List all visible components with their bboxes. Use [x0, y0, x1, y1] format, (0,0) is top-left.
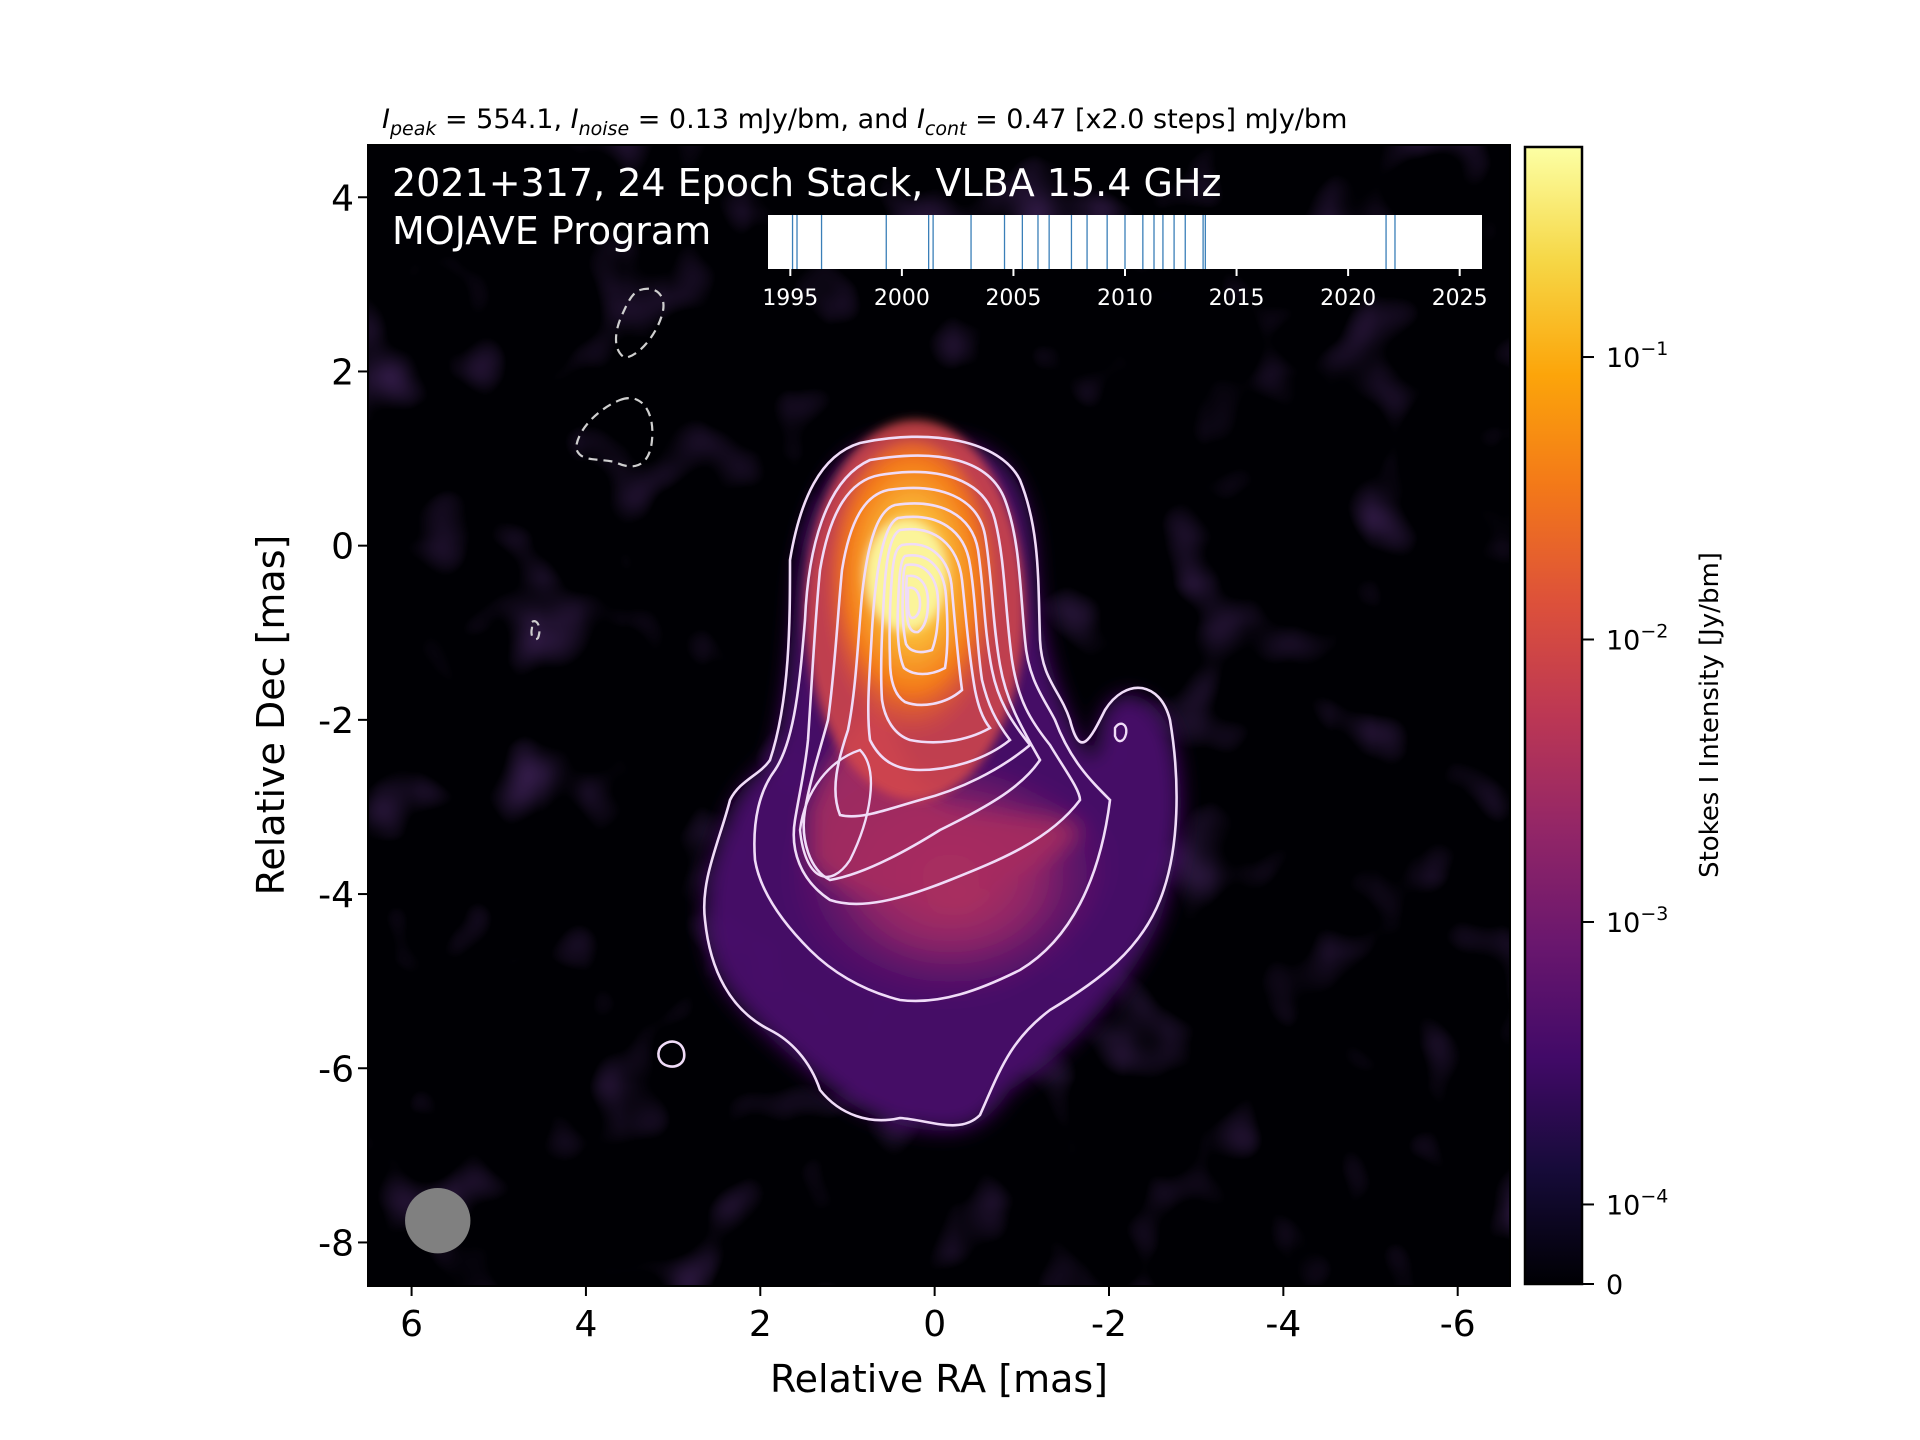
plot-frame: [367, 144, 1511, 1287]
colorbar-gradient: [1523, 145, 1584, 1286]
epoch-tick-label: 2000: [874, 286, 930, 311]
x-tick-label: -2: [1091, 1304, 1127, 1345]
colorbar-tick-label: 10−3: [1606, 903, 1668, 939]
y-tick-label: -2: [318, 701, 354, 742]
contour-9: [896, 554, 949, 676]
contour-jet-a: [798, 748, 873, 879]
x-tick-label: -4: [1265, 1304, 1301, 1345]
map-title-line2: MOJAVE Program: [392, 209, 711, 253]
contour-11: [904, 574, 930, 634]
epoch-lines: [791, 215, 1396, 269]
contour-1: [702, 435, 1178, 1127]
contour-6: [867, 515, 1012, 772]
y-tick-label: 2: [331, 352, 354, 393]
x-axis-label: Relative RA [mas]: [770, 1357, 1108, 1401]
beam-ellipse: [405, 1187, 471, 1254]
contour-jet-b: [1113, 722, 1128, 743]
colorbar-zero-label: 0: [1606, 1270, 1623, 1301]
contour-12: [906, 586, 922, 620]
neg-contour-2: [574, 397, 654, 468]
x-tick-label: -6: [1440, 1304, 1476, 1345]
epoch-tick-label: 2010: [1097, 286, 1153, 311]
colorbar-tick-label: 10−4: [1606, 1185, 1668, 1221]
noise-caption: Ipeak = 554.1, Inoise = 0.13 mJy/bm, and…: [382, 104, 1347, 140]
y-tick-label: -4: [318, 875, 354, 916]
y-tick-label: -8: [318, 1223, 354, 1264]
epoch-ticks: 1995 2000 2005 2010 2015 2020 2025: [762, 269, 1488, 311]
x-tick-label: 2: [749, 1304, 772, 1345]
x-tick-label: 0: [923, 1304, 946, 1345]
y-tick-label: -6: [318, 1049, 354, 1090]
epoch-tick-label: 2015: [1209, 286, 1265, 311]
epoch-timeline: 1995 2000 2005 2010 2015 2020 2025: [762, 215, 1488, 311]
contour-4: [802, 486, 1042, 882]
epoch-tick-label: 2020: [1320, 286, 1376, 311]
colorbar-tick-label: 10−1: [1606, 338, 1668, 374]
y-tick-label: 4: [331, 178, 354, 219]
contour-3: [792, 470, 1082, 906]
intensity-contours: [657, 435, 1178, 1127]
y-tick-label: 0: [331, 527, 354, 568]
epoch-tick-label: 1995: [762, 286, 818, 311]
contour-10: [901, 563, 940, 654]
contour-8: [888, 542, 964, 707]
colorbar-label: Stokes I Intensity [Jy/bm]: [1695, 552, 1725, 878]
y-axis-ticks: 4 2 0 -2 -4 -6 -8: [318, 178, 368, 1264]
map-title-line1: 2021+317, 24 Epoch Stack, VLBA 15.4 GHz: [392, 161, 1221, 205]
intensity-map: 2021+317, 24 Epoch Stack, VLBA 15.4 GHz …: [368, 145, 1510, 1286]
colorbar-tick-label: 10−2: [1606, 621, 1668, 657]
epoch-tick-label: 2025: [1432, 286, 1488, 311]
neg-contour-3: [530, 620, 541, 641]
negative-contours: [530, 287, 665, 641]
colorbar: 10−1 10−2 10−3 10−4 0 Stokes I Intensity [Jy…: [1523, 145, 1725, 1301]
x-tick-label: 4: [574, 1304, 597, 1345]
contour-blob-sw: [657, 1040, 686, 1068]
contour-7: [879, 527, 992, 744]
contour-5: [834, 502, 1032, 818]
x-tick-label: 6: [400, 1304, 423, 1345]
colorbar-ticks: 10−1 10−2 10−3 10−4 0: [1582, 338, 1668, 1301]
y-axis-label: Relative Dec [mas]: [249, 535, 293, 896]
epoch-tick-label: 2005: [985, 286, 1041, 311]
x-axis-ticks: 6 4 2 0 -2 -4 -6: [400, 1286, 1476, 1345]
contour-2: [753, 454, 1112, 1003]
